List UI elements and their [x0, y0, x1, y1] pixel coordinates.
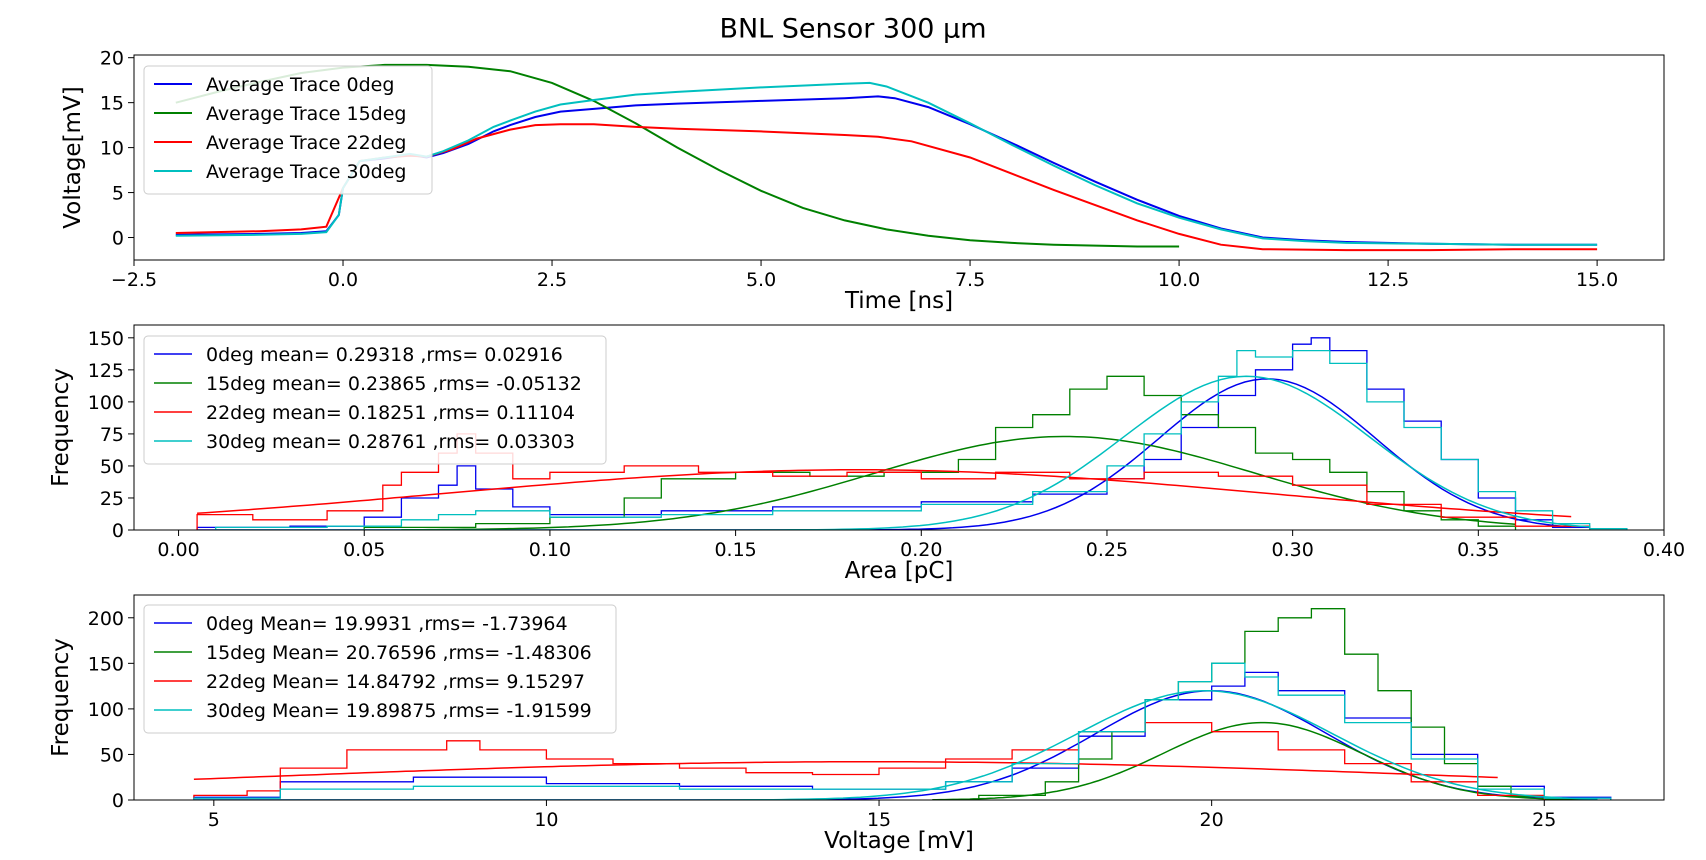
gaussian-fit-line	[193, 760, 1498, 781]
legend-entry-label: 30deg Mean= 19.89875 ,rms= -1.91599	[206, 700, 592, 722]
legend: 0deg Mean= 19.9931 ,rms= -1.73964 15deg M…	[143, 604, 617, 734]
x-tick-label: 0.30	[1271, 539, 1313, 561]
legend-entry-label: Average Trace 30deg	[206, 161, 407, 183]
x-tick-label: 25	[1532, 809, 1556, 831]
x-tick-label: 0.35	[1457, 539, 1499, 561]
legend: 0deg mean= 0.29318 ,rms= 0.02916 15deg me…	[143, 335, 607, 465]
voltage-series-layer	[193, 608, 1612, 800]
histogram-steps	[978, 608, 1545, 800]
histogram-steps	[193, 662, 1612, 800]
y-axis-label: Frequency	[48, 368, 74, 487]
y-tick-label: 0	[112, 228, 124, 250]
plot-frame	[133, 594, 1665, 801]
y-tick-label: 20	[100, 48, 124, 70]
y-tick-label: 100	[88, 392, 124, 414]
gaussian-fit-line	[215, 375, 1590, 530]
gaussian-fit-line	[193, 689, 1598, 800]
y-tick-label: 125	[88, 360, 124, 382]
y-tick-label: 25	[100, 488, 124, 510]
y-axis-ticks: 0 25 50 75 100 125 150	[88, 328, 134, 542]
x-axis-ticks: 5 10 15 20 25	[208, 800, 1556, 831]
y-axis-ticks: 0 5 10 15 20	[100, 48, 134, 250]
legend-entry-label: 0deg mean= 0.29318 ,rms= 0.02916	[206, 344, 563, 366]
panel-average-trace: −2.5 0.0 2.5 5.0 7.5 10.0 12.5 15.0 0 5 10 15 20 Ti…	[60, 48, 1665, 314]
plot-frame	[133, 324, 1665, 531]
x-tick-label: 0.15	[714, 539, 756, 561]
x-tick-label: 0.05	[343, 539, 385, 561]
x-tick-label: 5	[208, 809, 220, 831]
histogram-steps	[215, 349, 1628, 530]
legend-box	[143, 65, 433, 195]
x-axis-ticks: −2.5 0.0 2.5 5.0 7.5 10.0 12.5 15.0	[111, 260, 1618, 291]
y-tick-label: 10	[100, 138, 124, 160]
figure-title: BNL Sensor 300 µm	[719, 14, 986, 45]
legend-entry-label: 22deg Mean= 14.84792 ,rms= 9.15297	[206, 671, 585, 693]
x-tick-label: 20	[1200, 809, 1224, 831]
legend-entry-label: 30deg mean= 0.28761 ,rms= 0.03303	[206, 431, 575, 453]
x-tick-label: 0.40	[1643, 539, 1685, 561]
x-tick-label: 10.0	[1158, 269, 1200, 291]
x-tick-label: 15	[867, 809, 891, 831]
y-tick-label: 150	[88, 653, 124, 675]
y-tick-label: 0	[112, 520, 124, 542]
x-axis-label: Time [ns]	[844, 288, 953, 314]
x-tick-label: −2.5	[111, 269, 157, 291]
gaussian-fit-line	[401, 435, 1516, 530]
panel-voltage-histogram: 5 10 15 20 25 0 50 100 150 200 Voltage [mV] Freq…	[48, 594, 1665, 854]
y-tick-label: 50	[100, 744, 124, 766]
y-tick-label: 75	[100, 424, 124, 446]
x-axis-ticks: 0.00 0.05 0.10 0.15 0.20 0.25 0.30 0.35 0.40	[157, 530, 1685, 561]
y-tick-label: 5	[112, 183, 124, 205]
y-tick-label: 150	[88, 328, 124, 350]
y-tick-label: 50	[100, 456, 124, 478]
legend: Average Trace 0deg Average Trace 15deg Ave…	[143, 65, 433, 195]
legend-entry-label: Average Trace 0deg	[206, 74, 394, 96]
y-axis-label: Frequency	[48, 638, 74, 757]
x-tick-label: 0.10	[529, 539, 571, 561]
legend-entry-label: 22deg mean= 0.18251 ,rms= 0.11104	[206, 402, 575, 424]
legend-entry-label: 15deg mean= 0.23865 ,rms= -0.05132	[206, 373, 582, 395]
legend-entry-label: Average Trace 15deg	[206, 103, 407, 125]
y-tick-label: 15	[100, 93, 124, 115]
y-axis-label: Voltage[mV]	[60, 86, 86, 228]
x-tick-label: 15.0	[1576, 269, 1618, 291]
y-tick-label: 200	[88, 608, 124, 630]
legend-box	[143, 335, 607, 465]
y-axis-ticks: 0 50 100 150 200	[88, 608, 134, 812]
x-axis-label: Voltage [mV]	[824, 828, 974, 854]
gaussian-fit-line	[932, 721, 1598, 800]
x-tick-label: 0.25	[1086, 539, 1128, 561]
histogram-steps	[363, 375, 1517, 530]
x-tick-label: 0.20	[900, 539, 942, 561]
legend-box	[143, 604, 617, 734]
x-axis-label: Area [pC]	[845, 558, 954, 584]
x-tick-label: 0.0	[328, 269, 358, 291]
legend-entry-label: 0deg Mean= 19.9931 ,rms= -1.73964	[206, 613, 568, 635]
legend-entry-label: Average Trace 22deg	[206, 132, 407, 154]
legend-entry-label: 15deg Mean= 20.76596 ,rms= -1.48306	[206, 642, 592, 664]
gaussian-fit-line	[197, 469, 1572, 518]
x-tick-label: 12.5	[1367, 269, 1409, 291]
x-tick-label: 0.00	[157, 539, 199, 561]
x-tick-label: 10	[534, 809, 558, 831]
y-tick-label: 0	[112, 790, 124, 812]
y-tick-label: 100	[88, 699, 124, 721]
histogram-steps	[193, 721, 1545, 800]
x-tick-label: 2.5	[537, 269, 567, 291]
x-tick-label: 7.5	[955, 269, 985, 291]
x-tick-label: 5.0	[746, 269, 776, 291]
panel-area-histogram: 0.00 0.05 0.10 0.15 0.20 0.25 0.30 0.35 0.40 0 25…	[48, 324, 1685, 584]
plot-frame	[133, 54, 1665, 261]
